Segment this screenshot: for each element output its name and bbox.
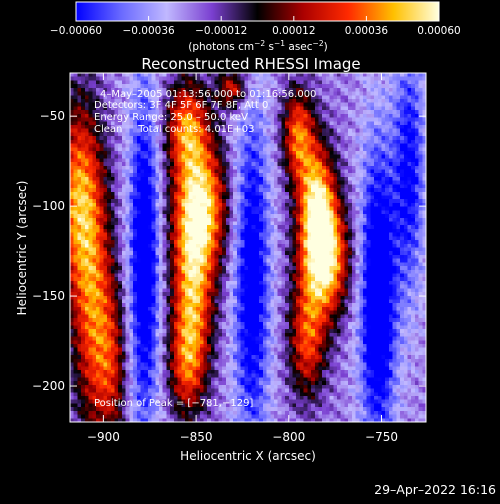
x-tick-label: −900: [87, 430, 120, 444]
y-tick-label: −200: [32, 379, 65, 393]
y-tick-label: −150: [32, 289, 65, 303]
annotation-detectors: Detectors: 3F 4F 5F 6F 7F 8F, Att 0: [94, 100, 268, 111]
colorbar-tick-label: 0.00036: [345, 25, 389, 37]
heatmap: [70, 73, 426, 422]
colorbar-tick-label: −0.00060: [50, 25, 102, 37]
footer-timestamp: 29–Apr–2022 16:16: [374, 482, 496, 497]
colorbar: −0.00060 −0.00036 −0.00012 0.00012 0.00036 0.…: [50, 1, 461, 53]
heatmap-image: [70, 73, 426, 422]
y-tick-label: −100: [32, 199, 65, 213]
colorbar-tick-label: 0.00060: [417, 25, 460, 37]
colorbar-unit: (photons cm−2 s−1 asec−2): [188, 39, 327, 53]
y-tick-label: −50: [40, 109, 65, 123]
chart-title: Reconstructed RHESSI Image: [141, 55, 360, 73]
x-tick-label: −800: [272, 430, 305, 444]
annotation-block: 4–May–2005 01:13:56.000 to 01:16:56.000 …: [94, 89, 316, 135]
annotation-clean: Clean Total counts: 4.01E+03: [94, 124, 254, 135]
plot-frame: [69, 72, 427, 423]
x-tick-label: −850: [180, 430, 213, 444]
x-tick-label: −750: [365, 430, 398, 444]
y-axis-label: Heliocentric Y (arcsec): [15, 181, 29, 316]
colorbar-tick-label: −0.00036: [122, 25, 175, 37]
colorbar-gradient: [75, 1, 440, 22]
annotation-time-range: 4–May–2005 01:13:56.000 to 01:16:56.000: [100, 89, 316, 100]
colorbar-tick-label: 0.00012: [272, 25, 315, 37]
peak-position-label: Position of Peak = [−781,−129]: [94, 398, 253, 409]
colorbar-ticks: −0.00060 −0.00036 −0.00012 0.00012 0.00036 0.…: [50, 16, 461, 37]
y-axis: −50 −100 −150 −200: [32, 109, 426, 393]
annotation-energy: Energy Range: 25.0 – 50.0 keV: [94, 112, 248, 123]
x-axis: −900 −850 −800 −750: [87, 73, 398, 444]
colorbar-tick-label: −0.00012: [195, 25, 247, 37]
x-axis-label: Heliocentric X (arcsec): [180, 449, 316, 463]
